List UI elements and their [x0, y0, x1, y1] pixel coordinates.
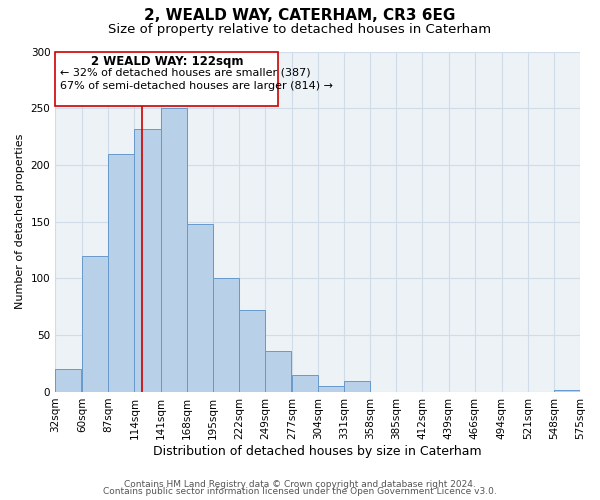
Text: ← 32% of detached houses are smaller (387): ← 32% of detached houses are smaller (38… — [59, 68, 310, 78]
Text: Contains HM Land Registry data © Crown copyright and database right 2024.: Contains HM Land Registry data © Crown c… — [124, 480, 476, 489]
Bar — [134, 128, 161, 392]
Bar — [265, 351, 291, 392]
X-axis label: Distribution of detached houses by size in Caterham: Distribution of detached houses by size … — [153, 444, 482, 458]
Bar — [554, 390, 580, 392]
Bar — [213, 278, 239, 392]
Bar — [82, 256, 109, 392]
FancyBboxPatch shape — [55, 52, 278, 106]
Text: 2 WEALD WAY: 122sqm: 2 WEALD WAY: 122sqm — [91, 55, 243, 68]
Bar — [187, 224, 213, 392]
Text: Size of property relative to detached houses in Caterham: Size of property relative to detached ho… — [109, 22, 491, 36]
Bar — [55, 370, 81, 392]
Bar — [239, 310, 265, 392]
Bar — [161, 108, 187, 392]
Y-axis label: Number of detached properties: Number of detached properties — [15, 134, 25, 310]
Text: 67% of semi-detached houses are larger (814) →: 67% of semi-detached houses are larger (… — [59, 81, 332, 91]
Bar — [109, 154, 134, 392]
Bar — [292, 375, 318, 392]
Bar — [344, 380, 370, 392]
Bar — [318, 386, 344, 392]
Text: Contains public sector information licensed under the Open Government Licence v3: Contains public sector information licen… — [103, 487, 497, 496]
Text: 2, WEALD WAY, CATERHAM, CR3 6EG: 2, WEALD WAY, CATERHAM, CR3 6EG — [145, 8, 455, 22]
